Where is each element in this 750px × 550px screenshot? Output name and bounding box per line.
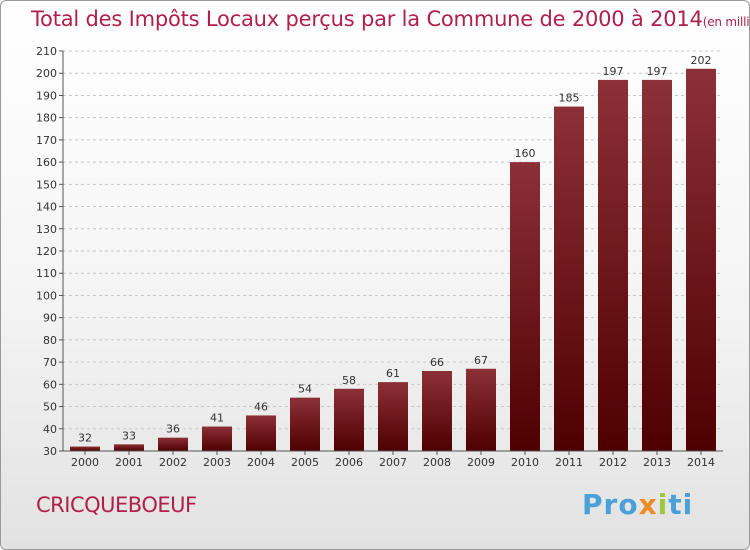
y-tick-label: 70 [43, 356, 57, 369]
y-tick-label: 40 [43, 423, 57, 436]
bar [422, 371, 452, 451]
y-tick-label: 210 [36, 45, 57, 58]
y-tick-label: 140 [36, 201, 57, 214]
bar [158, 437, 188, 451]
axes: 30 40 50 60 70 80 90 100 110 120 130 140 150 160 170 18… [36, 45, 723, 469]
commune-name: CRICQUEBOEUF [36, 493, 197, 517]
bar [598, 79, 628, 451]
y-tick-label: 110 [36, 267, 57, 280]
logo-part-4: ti [668, 488, 694, 521]
bar-value-label: 197 [603, 65, 624, 78]
bar [642, 79, 672, 451]
chart-title-unit: (en milliers d'€) [702, 15, 750, 29]
bar-value-label: 66 [430, 356, 444, 369]
bar-value-label: 36 [166, 423, 180, 436]
bar-value-label: 197 [647, 65, 668, 78]
bar [510, 162, 540, 451]
bar-value-label: 32 [78, 432, 92, 445]
y-tick-label: 190 [36, 89, 57, 102]
bar [334, 388, 364, 451]
bar [70, 446, 100, 451]
y-tick-label: 50 [43, 401, 57, 414]
bar [202, 426, 232, 451]
bar-value-label: 61 [386, 367, 400, 380]
logo-part-3: i [657, 488, 669, 521]
x-tick-label: 2013 [643, 456, 671, 469]
x-tick-label: 2009 [467, 456, 495, 469]
x-tick-label: 2000 [71, 456, 99, 469]
bar-value-label: 58 [342, 374, 356, 387]
x-tick-label: 2006 [335, 456, 363, 469]
bar-value-label: 202 [691, 54, 712, 67]
y-tick-label: 100 [36, 289, 57, 302]
y-tick-label: 160 [36, 156, 57, 169]
bar-value-label: 54 [298, 383, 312, 396]
bar-value-label: 185 [559, 92, 580, 105]
y-tick-label: 90 [43, 312, 57, 325]
x-tick-label: 2008 [423, 456, 451, 469]
x-tick-label: 2012 [599, 456, 627, 469]
bar [114, 444, 144, 451]
bar [246, 415, 276, 451]
x-tick-label: 2007 [379, 456, 407, 469]
chart-title-text: Total des Impôts Locaux perçus par la Co… [31, 7, 703, 31]
bar [554, 106, 584, 452]
y-tick-label: 60 [43, 378, 57, 391]
bar-value-label: 33 [122, 429, 136, 442]
proxiti-logo: Proxiti [582, 488, 693, 521]
bar-value-label: 41 [210, 412, 224, 425]
bar-value-label: 46 [254, 400, 268, 413]
bar [686, 68, 716, 452]
y-tick-label: 150 [36, 178, 57, 191]
bar [378, 382, 408, 451]
bars: 32 33 36 41 46 54 58 61 66 67 160 185 197 197 202 [70, 54, 716, 452]
bar-value-label: 160 [515, 147, 536, 160]
logo-part-1: Pro [582, 488, 639, 521]
y-tick-label: 130 [36, 223, 57, 236]
x-tick-label: 2014 [687, 456, 715, 469]
x-tick-label: 2003 [203, 456, 231, 469]
y-tick-label: 180 [36, 112, 57, 125]
x-tick-label: 2001 [115, 456, 143, 469]
y-tick-label: 30 [43, 445, 57, 458]
chart-title: Total des Impôts Locaux perçus par la Co… [31, 7, 750, 31]
bar [466, 368, 496, 451]
x-tick-label: 2004 [247, 456, 275, 469]
x-tick-label: 2011 [555, 456, 583, 469]
y-tick-label: 120 [36, 245, 57, 258]
y-tick-label: 200 [36, 67, 57, 80]
x-tick-label: 2005 [291, 456, 319, 469]
bar-value-label: 67 [474, 354, 488, 367]
y-tick-label: 80 [43, 334, 57, 347]
x-tick-label: 2002 [159, 456, 187, 469]
x-tick-label: 2010 [511, 456, 539, 469]
bar [290, 397, 320, 451]
logo-part-2: x [638, 488, 658, 521]
y-tick-label: 170 [36, 134, 57, 147]
